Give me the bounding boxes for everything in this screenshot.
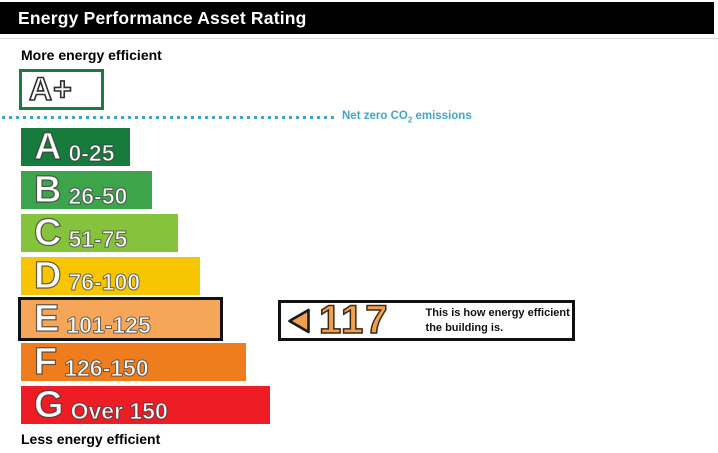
rating-band-g: G Over 150	[21, 384, 270, 426]
band-range: 126-150	[64, 355, 149, 382]
header-divider	[0, 38, 718, 39]
band-a-plus-label: A+	[28, 71, 73, 108]
rating-band-e: E 101-125	[18, 297, 223, 341]
rating-band-f: F 126-150	[21, 341, 246, 383]
current-rating-indicator: 117 This is how energy efficient the bui…	[278, 298, 575, 342]
rating-band-a: A 0-25	[21, 126, 130, 168]
band-range: 76-100	[68, 269, 141, 296]
band-range: 26-50	[68, 183, 128, 210]
rating-band-c: C 51-75	[21, 212, 178, 254]
current-rating-caption: This is how energy efficient the buildin…	[425, 307, 570, 334]
net-zero-subscript: 2	[407, 115, 413, 125]
net-zero-dotted-line	[2, 116, 334, 119]
band-letter: G	[33, 384, 64, 426]
band-letter: C	[33, 212, 62, 254]
rating-band-d: D 76-100	[21, 255, 200, 297]
band-range: 101-125	[66, 312, 151, 339]
band-letter: A	[33, 126, 62, 168]
band-range: 51-75	[68, 226, 128, 253]
band-a-plus: A+	[19, 69, 104, 110]
band-letter: B	[33, 169, 62, 211]
left-arrow-icon	[288, 308, 310, 333]
less-efficient-label: Less energy efficient	[21, 431, 161, 447]
current-rating-value: 117	[318, 298, 390, 342]
rating-band-b: B 26-50	[21, 169, 152, 211]
band-letter: F	[33, 341, 58, 383]
band-letter: E	[33, 298, 60, 340]
header-bar: Energy Performance Asset Rating	[0, 2, 714, 34]
page-title: Energy Performance Asset Rating	[18, 7, 307, 28]
band-letter: D	[33, 255, 62, 297]
band-range: 0-25	[68, 140, 115, 167]
more-efficient-label: More energy efficient	[21, 47, 162, 63]
band-range: Over 150	[70, 398, 168, 425]
net-zero-label: Net zero CO2 emissions	[342, 110, 472, 125]
